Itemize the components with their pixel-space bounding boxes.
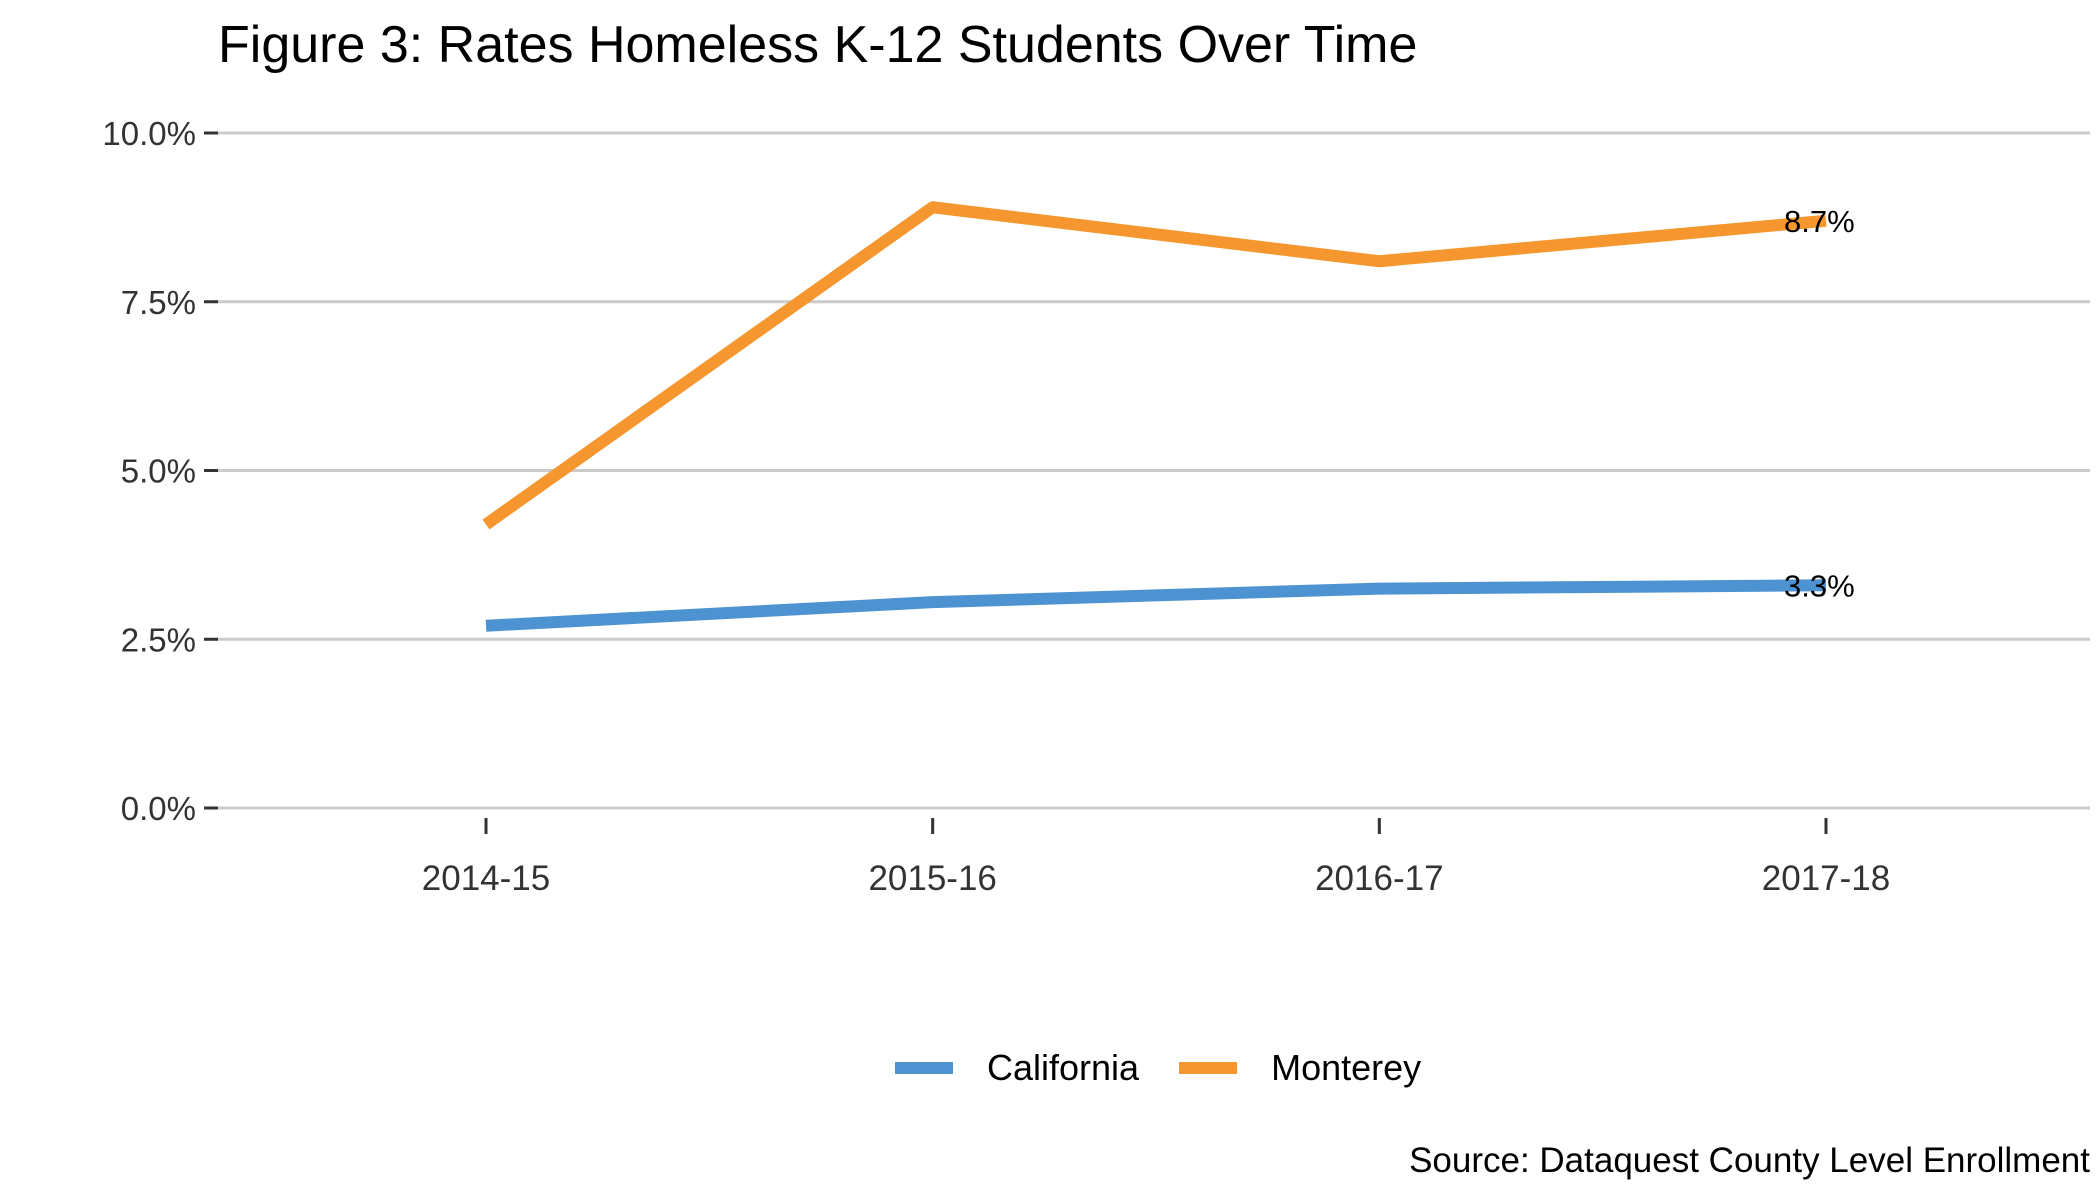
chart-title: Figure 3: Rates Homeless K-12 Students O…	[218, 16, 1417, 74]
x-axis: 2014-15 2015-16 2016-17 2017-18	[422, 818, 1890, 898]
x-tick-label: 2016-17	[1315, 859, 1443, 898]
end-label-california: 3.3%	[1784, 568, 1855, 603]
source-caption: Source: Dataquest County Level Enrollmen…	[1409, 1141, 2090, 1180]
end-labels: 3.3% 8.7%	[1784, 204, 1855, 604]
y-tick-label: 5.0%	[121, 453, 196, 490]
x-tick-label: 2017-18	[1762, 859, 1890, 898]
legend-label-monterey: Monterey	[1271, 1047, 1421, 1088]
gridlines	[212, 131, 2090, 810]
legend-label-california: California	[987, 1047, 1140, 1088]
series-lines	[482, 201, 1827, 632]
y-tick-label: 2.5%	[121, 621, 196, 658]
series-line-monterey	[482, 201, 1827, 530]
y-tick-label: 7.5%	[121, 284, 196, 321]
x-tick-label: 2014-15	[422, 859, 550, 898]
end-label-monterey: 8.7%	[1784, 204, 1855, 239]
legend: California Monterey	[895, 1047, 1421, 1088]
y-axis: 0.0% 2.5% 5.0% 7.5% 10.0%	[102, 115, 218, 827]
x-tick-label: 2015-16	[868, 859, 996, 898]
y-tick-label: 10.0%	[102, 115, 196, 152]
series-line-california	[485, 579, 1827, 632]
y-tick-label: 0.0%	[121, 790, 196, 827]
